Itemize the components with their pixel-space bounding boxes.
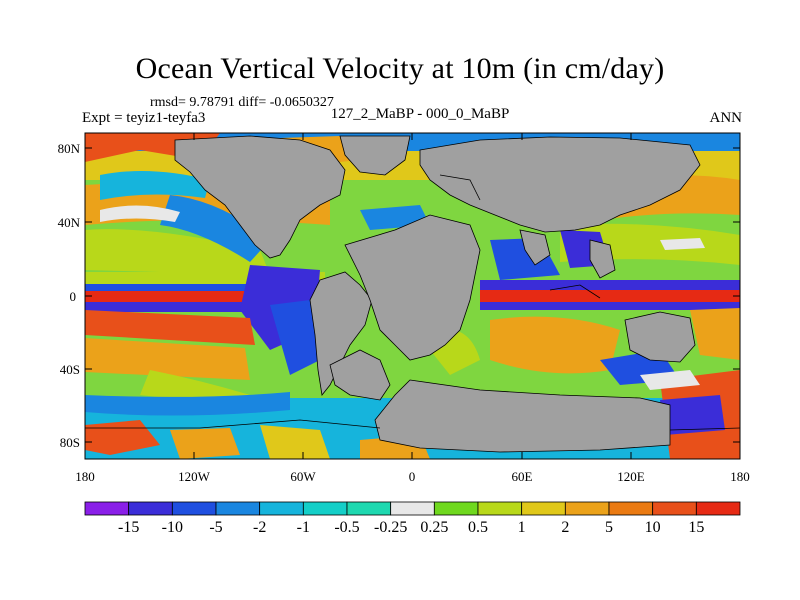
coastlines — [85, 174, 740, 431]
land-north-america — [174, 135, 346, 259]
lon-ticks — [193, 133, 632, 459]
land-masses — [174, 135, 701, 453]
lat-label: 0 — [70, 289, 77, 304]
lon-label: 120E — [617, 469, 645, 484]
field-band — [160, 195, 270, 262]
land-india — [519, 229, 551, 266]
experiment-label: Expt = teyiz1-teyfa3 — [82, 110, 206, 126]
colorbar-label: -10 — [162, 519, 183, 536]
colorbar-swatch — [346, 501, 392, 516]
field-band — [170, 428, 240, 459]
colorbar-label: -0.5 — [334, 519, 359, 536]
colorbar-label: -1 — [297, 519, 310, 536]
lat-label: 80S — [60, 435, 80, 450]
field-band — [85, 284, 335, 292]
lat-label: 80N — [58, 141, 81, 156]
lon-label: 120W — [178, 469, 211, 484]
colorbar-label: -15 — [118, 519, 139, 536]
colorbar-label: -5 — [209, 519, 222, 536]
colorbar-swatch — [128, 501, 173, 516]
colorbar-swatch — [215, 501, 261, 516]
field-band — [85, 392, 290, 416]
chart-title: Ocean Vertical Velocity at 10m (in cm/da… — [135, 52, 665, 85]
coastline — [85, 419, 381, 429]
colorbar-swatch — [521, 501, 566, 516]
field-band — [85, 229, 270, 275]
land-australia — [624, 311, 696, 363]
land-south-block — [329, 349, 391, 401]
field-band — [480, 280, 740, 290]
lon-label: 60E — [512, 469, 533, 484]
season-label: ANN — [709, 110, 743, 126]
colorbar-swatch — [608, 501, 654, 516]
lat-ticks — [85, 147, 740, 443]
stats-text: rmsd= 9.78791 diff= -0.0650327 — [150, 95, 334, 110]
lon-label: 180 — [730, 469, 750, 484]
colorbar-label: 2 — [561, 519, 569, 536]
lon-label: 60W — [290, 469, 316, 484]
field-band — [490, 316, 620, 374]
colorbar-swatch — [259, 501, 304, 516]
map-plot-area — [85, 133, 740, 459]
field-band — [270, 300, 320, 375]
field-band — [85, 420, 160, 455]
colorbar-swatch — [302, 501, 348, 516]
colorbar-swatch — [477, 501, 523, 516]
colorbar-swatch — [695, 501, 741, 516]
comparison-label: 127_2_MaBP - 000_0_MaBP — [330, 106, 510, 122]
coastline — [549, 284, 601, 299]
lon-label: 180 — [75, 469, 95, 484]
field-band — [660, 238, 705, 250]
coastline — [439, 174, 481, 201]
lat-label: 40S — [60, 362, 80, 377]
colorbar: -15 -10 -5 -2 -1 -0.5 -0.25 0.25 0.5 1 2 5 10 15 — [84, 501, 741, 536]
field-band — [480, 302, 740, 310]
colorbar-label: 10 — [645, 519, 661, 536]
colorbar-label: 15 — [688, 519, 704, 536]
field-band — [480, 290, 740, 302]
field-band — [640, 370, 700, 390]
field-band — [690, 308, 740, 360]
field-band — [100, 171, 210, 200]
land-africa — [344, 214, 481, 361]
field-band — [85, 302, 335, 312]
lon-label: 0 — [409, 469, 416, 484]
land-eurasia — [419, 136, 701, 233]
colorbar-label: -0.25 — [374, 519, 407, 536]
colorbar-label: 5 — [605, 519, 613, 536]
colorbar-swatch — [564, 501, 610, 516]
colorbar-swatch — [652, 501, 697, 516]
coastline — [669, 427, 740, 431]
lat-label: 40N — [58, 215, 81, 230]
field-band — [85, 338, 250, 380]
land-greenland — [339, 135, 411, 176]
colorbar-label: 0.25 — [420, 519, 448, 536]
colorbar-swatch — [84, 501, 130, 516]
field-band — [260, 425, 330, 459]
colorbar-label: 1 — [518, 519, 526, 536]
colorbar-label: 0.5 — [468, 519, 488, 536]
colorbar-swatch — [433, 501, 479, 516]
colorbar-swatch — [171, 501, 217, 516]
land-se-asia — [589, 239, 616, 279]
land-antarctica — [374, 379, 671, 453]
field-band — [660, 395, 725, 435]
colorbar-swatch — [390, 501, 435, 516]
field-band — [100, 205, 180, 222]
field-band — [85, 310, 255, 345]
colorbar-label: -2 — [253, 519, 266, 536]
